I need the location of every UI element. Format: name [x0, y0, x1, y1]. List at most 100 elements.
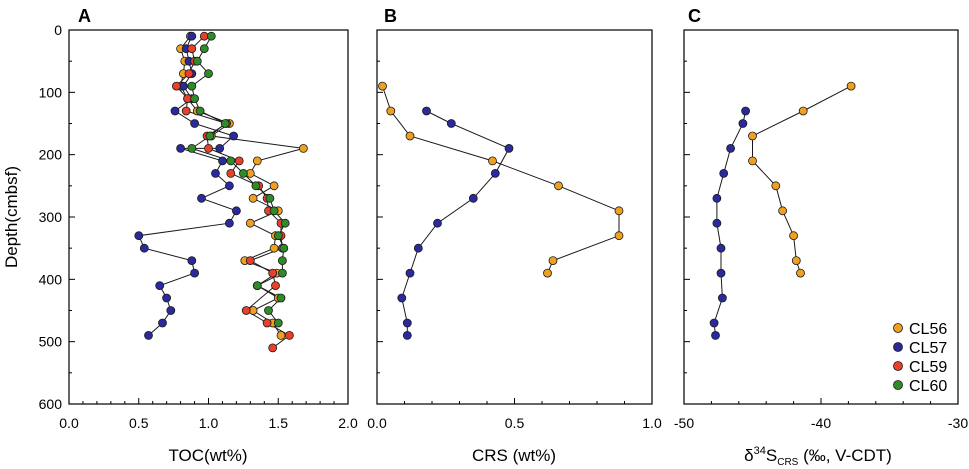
panel-c-plot-area: [709, 81, 856, 340]
point-cl60: [265, 193, 275, 203]
point-cl57: [405, 268, 415, 278]
point-cl57: [215, 143, 225, 153]
legend-label-cl57: CL57: [909, 340, 947, 357]
point-cl57: [162, 293, 172, 303]
point-cl56: [796, 268, 805, 278]
point-cl60: [192, 56, 202, 66]
point-cl57: [433, 218, 442, 228]
point-cl59: [181, 106, 191, 116]
x-axis-label-crs: CRS (wt%): [472, 446, 556, 465]
point-cl57: [504, 143, 514, 153]
series-line-cl57: [401, 110, 510, 336]
point-cl60: [206, 31, 216, 41]
point-cl57: [716, 243, 726, 253]
point-cl57: [712, 218, 722, 228]
panel-c-x-tick-label-30: -30: [948, 415, 968, 431]
point-cl57: [197, 193, 206, 203]
point-cl56: [298, 143, 308, 153]
point-cl57: [155, 281, 165, 291]
point-cl56: [748, 131, 757, 141]
point-cl56: [378, 81, 387, 91]
point-cl57: [422, 106, 431, 116]
point-cl60: [269, 206, 279, 216]
panel-c-x-tick-label-50: -50: [674, 415, 694, 431]
point-cl56: [778, 206, 787, 216]
legend-label-cl60: CL60: [909, 378, 947, 395]
point-cl57: [187, 31, 197, 41]
point-cl57: [218, 156, 227, 166]
point-cl57: [741, 106, 750, 116]
panel-a-x-tick-label-1-5: 1.5: [269, 415, 289, 431]
point-cl57: [716, 268, 726, 278]
point-cl57: [190, 119, 200, 128]
point-cl60: [204, 69, 213, 78]
panel-a-x-tick-label-0-0: 0.0: [59, 415, 79, 431]
point-cl60: [264, 306, 273, 315]
point-cl56: [789, 231, 798, 241]
point-cl60: [190, 94, 200, 103]
point-cl59: [241, 306, 251, 315]
point-cl57: [709, 318, 719, 328]
point-cl60: [187, 81, 197, 91]
point-cl60: [238, 168, 248, 178]
point-cl59: [171, 81, 181, 91]
series-line-cl57: [138, 35, 238, 336]
point-cl56: [245, 218, 255, 228]
point-cl57: [144, 330, 153, 340]
y-tick-label-300: 300: [39, 209, 63, 225]
legend-marker-cl60: [893, 380, 903, 390]
point-cl57: [224, 181, 234, 191]
point-cl59: [184, 69, 194, 78]
x-label-delta: δ: [744, 446, 753, 465]
point-cl60: [277, 268, 287, 278]
x-label-symbol: S: [766, 446, 777, 465]
point-cl60: [187, 143, 197, 153]
point-cl57: [402, 318, 412, 328]
point-cl57: [711, 330, 720, 340]
point-cl59: [268, 268, 278, 278]
point-cl60: [251, 181, 261, 191]
panel-b-x-tick-label-0-5: 0.5: [505, 415, 525, 431]
point-cl57: [170, 106, 180, 116]
legend-marker-cl57: [893, 342, 903, 352]
point-cl57: [231, 206, 241, 216]
panel-b-x-tick-label-1-0: 1.0: [642, 415, 662, 431]
point-cl59: [226, 168, 236, 178]
point-cl57: [402, 330, 412, 340]
point-cl57: [490, 168, 500, 178]
point-cl57: [139, 243, 149, 253]
legend-marker-cl56: [893, 323, 903, 333]
point-cl57: [187, 256, 197, 266]
point-cl59: [262, 318, 272, 328]
panel-c: -50 -40 -30: [674, 29, 968, 431]
point-cl60: [252, 281, 262, 291]
panel-c-label: C: [688, 6, 701, 26]
point-cl57: [224, 218, 234, 228]
y-tick-label-400: 400: [39, 271, 63, 287]
panel-a-plot-area: [134, 31, 308, 353]
point-cl60: [195, 106, 205, 116]
panel-b-frame: [376, 29, 653, 405]
panel-a-frame: [68, 29, 349, 405]
series-line-cl60: [190, 35, 286, 324]
point-cl57: [719, 168, 729, 178]
point-cl59: [284, 330, 294, 340]
point-cl57: [158, 318, 167, 328]
point-cl56: [846, 81, 856, 91]
point-cl59: [234, 156, 244, 166]
legend-label-cl59: CL59: [909, 359, 947, 376]
panel-b-x-tick-label-0-0: 0.0: [367, 415, 387, 431]
point-cl56: [269, 181, 279, 191]
y-tick-label-100: 100: [39, 84, 63, 100]
point-cl60: [199, 44, 209, 54]
x-label-subscript: CRS: [777, 457, 798, 468]
point-cl56: [548, 256, 558, 266]
point-cl56: [748, 156, 757, 166]
point-cl56: [543, 268, 552, 278]
x-label-units: (‰, V-CDT): [798, 446, 892, 465]
y-tick-label-500: 500: [39, 334, 63, 350]
point-cl60: [280, 218, 290, 228]
point-cl60: [226, 156, 236, 166]
point-cl56: [771, 181, 781, 191]
panel-b-label: B: [384, 6, 397, 26]
